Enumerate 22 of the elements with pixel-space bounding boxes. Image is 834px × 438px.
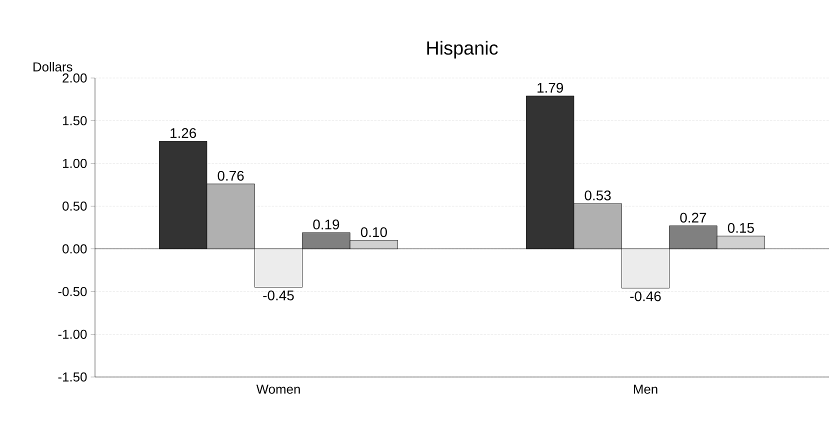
data-label: 0.19 xyxy=(313,220,340,230)
y-tick-label: 2.00 xyxy=(62,73,87,83)
y-tick-label: 1.00 xyxy=(63,158,87,168)
y-tick-label: 0.50 xyxy=(62,202,87,211)
data-label: 0.27 xyxy=(680,212,706,223)
data-label: 0.53 xyxy=(584,190,611,200)
x-tick-label: Men xyxy=(634,384,658,394)
y-tick-label: -1.00 xyxy=(58,330,87,339)
y-tick-label: -0.50 xyxy=(58,286,87,296)
data-label: -0.46 xyxy=(630,291,661,302)
data-label: -0.45 xyxy=(263,290,294,300)
y-axis-title: Dollars xyxy=(34,62,72,72)
y-tick-label: 1.50 xyxy=(63,116,87,126)
chart-title: Hispanic xyxy=(427,40,498,58)
x-tick-label: Women xyxy=(256,384,300,394)
data-label: 1.79 xyxy=(538,82,563,93)
y-tick-label: -1.50 xyxy=(58,372,87,382)
data-label: 0.76 xyxy=(218,170,244,181)
data-label: 1.26 xyxy=(170,128,196,138)
data-label: 0.15 xyxy=(728,222,754,233)
data-label: 0.10 xyxy=(360,227,387,238)
y-tick-label: 0.00 xyxy=(62,244,87,254)
